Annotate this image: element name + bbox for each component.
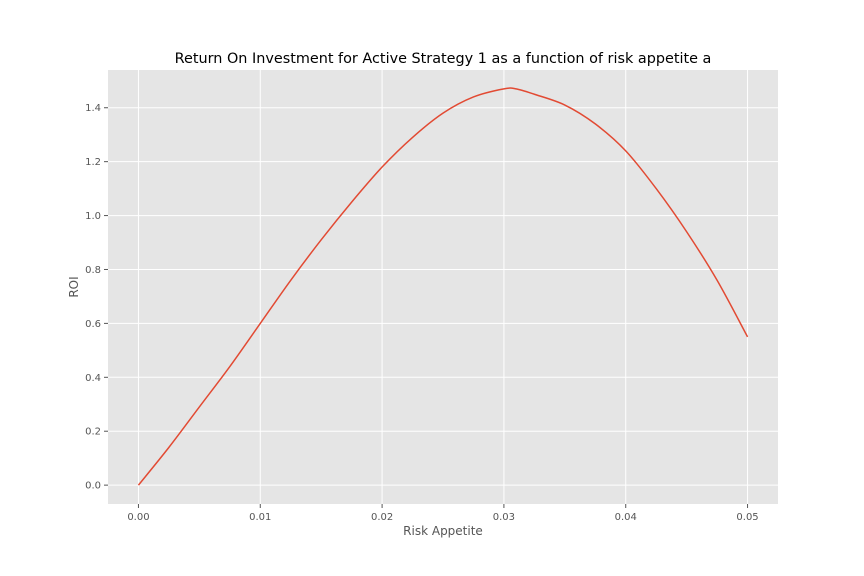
y-tick-label: 0.2 [85,427,101,438]
y-tick-label: 0.8 [85,265,101,276]
y-tick-label: 0.4 [85,373,101,384]
grid-lines [108,70,778,504]
plot-area [108,70,778,504]
y-tick-label: 1.4 [85,103,101,114]
x-tick-labels: 0.00 0.01 0.02 0.03 0.04 0.05 [127,504,759,523]
x-tick-label: 0.02 [371,512,393,523]
y-tick-label: 1.2 [85,157,101,168]
roi-series-line [137,87,749,486]
x-tick-label: 0.05 [736,512,758,523]
y-tick-labels: 0.0 0.2 0.4 0.6 0.8 1.0 1.2 1.4 [85,103,108,492]
y-tick-label: 0.6 [85,319,101,330]
x-axis-label: Risk Appetite [403,524,483,538]
y-tick-label: 1.0 [85,211,101,222]
x-tick-label: 0.00 [127,512,149,523]
y-axis-label: ROI [67,276,81,297]
series-layer [137,87,749,486]
x-tick-label: 0.03 [493,512,515,523]
y-tick-label: 0.0 [85,481,101,492]
x-tick-label: 0.04 [615,512,637,523]
x-tick-label: 0.01 [249,512,271,523]
chart-title: Return On Investment for Active Strategy… [175,51,712,67]
